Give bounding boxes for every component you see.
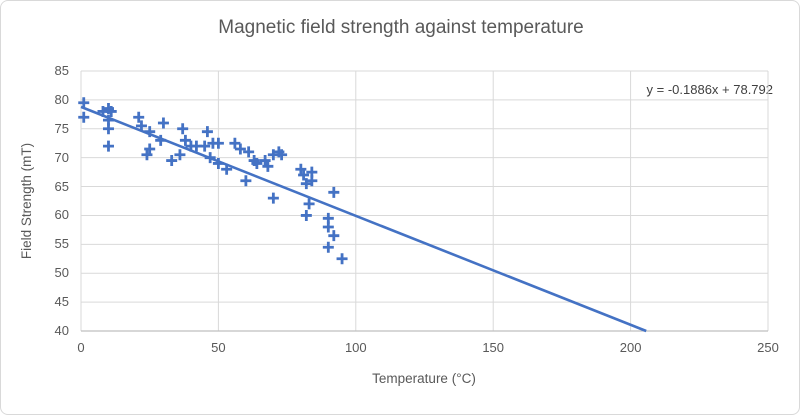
scatter-marker bbox=[328, 186, 340, 198]
scatter-marker bbox=[78, 97, 90, 109]
scatter-marker bbox=[212, 137, 224, 149]
y-tick-label: 70 bbox=[54, 149, 69, 165]
scatter-marker bbox=[201, 126, 213, 138]
y-axis-title: Field Strength (mT) bbox=[19, 142, 34, 260]
scatter-marker bbox=[234, 143, 246, 155]
scatter-marker bbox=[298, 169, 310, 181]
x-axis-title: Temperature (°C) bbox=[372, 371, 476, 386]
scatter-marker bbox=[179, 134, 191, 146]
scatter-marker bbox=[336, 253, 348, 265]
scatter-marker bbox=[259, 155, 271, 167]
scatter-marker bbox=[300, 209, 312, 221]
scatter-marker bbox=[144, 143, 156, 155]
scatter-marker bbox=[133, 111, 145, 123]
y-tick-label: 65 bbox=[54, 178, 69, 194]
y-tick-label: 45 bbox=[54, 294, 69, 310]
scatter-marker bbox=[322, 241, 334, 253]
y-tick-label: 75 bbox=[54, 120, 69, 136]
scatter-marker bbox=[166, 155, 178, 167]
x-tick-label: 250 bbox=[757, 340, 779, 355]
x-tick-label: 0 bbox=[77, 340, 85, 355]
scatter-marker bbox=[251, 157, 263, 169]
x-tick-label: 50 bbox=[211, 340, 226, 355]
y-tick-label: 80 bbox=[54, 91, 69, 107]
y-tick-label: 85 bbox=[54, 63, 69, 78]
scatter-marker bbox=[276, 149, 288, 161]
scatter-marker bbox=[78, 111, 90, 123]
y-tick-label: 50 bbox=[54, 265, 69, 281]
y-tick-label: 55 bbox=[54, 236, 69, 252]
scatter-marker bbox=[102, 140, 114, 152]
scatter-marker bbox=[102, 123, 114, 135]
scatter-marker bbox=[240, 175, 252, 187]
x-tick-label: 200 bbox=[619, 340, 642, 355]
x-tick-label: 150 bbox=[482, 340, 505, 355]
trendline-equation-label: y = -0.1886x + 78.792 bbox=[646, 82, 773, 97]
scatter-marker bbox=[306, 175, 318, 187]
scatter-marker bbox=[174, 149, 186, 161]
scatter-marker bbox=[141, 149, 153, 161]
scatter-marker bbox=[199, 140, 211, 152]
x-tick-label: 100 bbox=[344, 340, 367, 355]
scatter-marker bbox=[328, 230, 340, 242]
scatter-marker bbox=[157, 117, 169, 129]
scatter-marker bbox=[105, 105, 117, 117]
y-tick-label: 60 bbox=[54, 207, 69, 223]
scatter-marker bbox=[262, 160, 274, 172]
scatter-marker bbox=[243, 146, 255, 158]
scatter-marker bbox=[177, 123, 189, 135]
scatter-marker bbox=[295, 163, 307, 175]
trendline bbox=[80, 105, 647, 333]
scatter-marker bbox=[267, 192, 279, 204]
chart-title: Magnetic field strength against temperat… bbox=[218, 17, 584, 38]
scatter-marker bbox=[229, 137, 241, 149]
y-tick-label: 40 bbox=[54, 323, 69, 338]
scatter-marker bbox=[303, 198, 315, 210]
scatter-marker bbox=[322, 221, 334, 233]
